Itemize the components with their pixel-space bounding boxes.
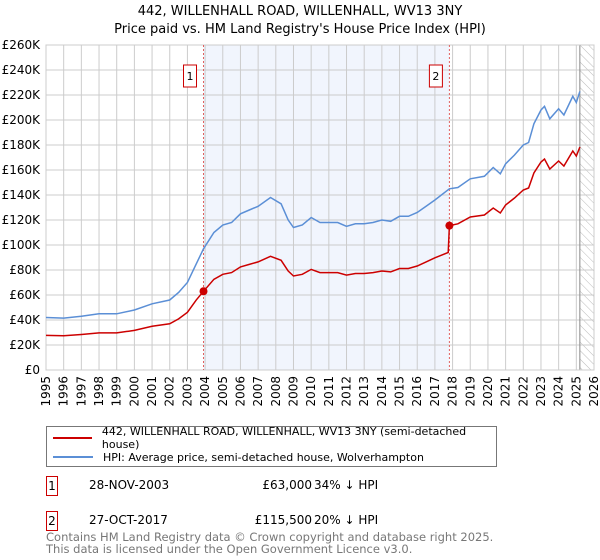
hpi-line [45,91,581,319]
x-tick-label: 1998 [92,376,106,407]
y-tick-label: £20K [9,338,41,352]
sale-point [445,221,454,230]
y-tick-label: £100K [2,238,42,252]
transaction-price: £115,500 [254,513,312,527]
y-tick-label: £240K [2,63,42,77]
transaction-date: 28-NOV-2003 [89,478,170,492]
transaction-badge: 1 [46,476,58,496]
y-tick-label: £220K [2,88,42,102]
x-tick-label: 1996 [57,376,71,407]
y-tick-label: £60K [9,288,41,302]
x-tick-label: 2021 [499,376,513,407]
transaction-date: 27-OCT-2017 [89,513,168,527]
x-tick-label: 2011 [322,376,336,407]
x-tick-label: 2022 [516,376,530,407]
y-tick-label: £180K [2,138,42,152]
chart-subtitle: Price paid vs. HM Land Registry's House … [114,22,486,37]
plot-frame [45,44,595,371]
shaded-ownership-region [203,45,450,370]
y-tick-label: £140K [2,188,42,202]
legend-property: 442, WILLENHALL ROAD, WILLENHALL, WV13 3… [101,425,467,451]
x-tick-label: 2007 [251,376,265,407]
y-tick-label: £0 [25,363,40,377]
property-price-line [45,146,581,337]
y-tick-label: £40K [9,313,41,327]
x-tick-label: 2009 [286,376,300,407]
hatched-forecast-region [579,45,594,370]
transaction-hpi: 34% ↓ HPI [314,478,379,492]
x-tick-label: 2008 [269,376,283,407]
x-tick-label: 2006 [233,376,247,407]
footer-copyright: Contains HM Land Registry data © Crown c… [46,530,494,544]
x-tick-label: 2014 [375,376,389,407]
x-tick-label: 2004 [198,376,212,407]
price-chart: £0 £20K £40K £60K £80K £100K £120K £140K £160K £1… [2,38,600,407]
x-tick-label: 2024 [552,376,566,407]
x-tick-label: 2023 [534,376,548,407]
y-tick-label: £200K [2,113,42,127]
x-tick-label: 2025 [569,376,583,407]
legend-red-line [53,437,92,439]
y-tick-label: £80K [9,263,41,277]
chart-title: 442, WILLENHALL ROAD, WILLENHALL, WV13 3… [137,4,463,19]
x-tick-label: 1995 [39,376,53,407]
x-tick-label: 1999 [110,376,124,407]
sale-badge [428,64,443,88]
x-tick-label: 2026 [587,376,600,407]
x-tick-label: 2019 [463,376,477,407]
footer-licence: This data is licensed under the Open Gov… [46,542,413,556]
x-tick-label: 1997 [74,376,88,407]
x-tick-label: 2016 [410,376,424,407]
x-tick-label: 2017 [428,376,442,407]
transaction-badge: 2 [46,511,58,531]
x-tick-label: 2020 [481,376,495,407]
x-tick-label: 2000 [127,376,141,407]
x-tick-label: 2012 [340,376,354,407]
x-tick-label: 2010 [304,376,318,407]
sale-point [199,287,208,296]
x-tick-label: 2018 [446,376,460,407]
legend-blue-line [53,456,93,458]
x-tick-label: 2005 [216,376,230,407]
sale-badge-label: 2 [432,70,439,83]
x-tick-label: 2002 [163,376,177,407]
transaction-hpi: 20% ↓ HPI [314,513,379,527]
footer: Contains HM Land Registry data © Crown c… [46,531,493,555]
legend-hpi: HPI: Average price, semi-detached house,… [103,450,424,464]
y-tick-label: £260K [2,38,42,52]
sale-badge [183,64,198,88]
transaction-price: £63,000 [262,478,312,492]
y-tick-label: £160K [2,163,42,177]
sale-badge-label: 1 [187,70,194,83]
x-tick-label: 2015 [393,376,407,407]
legend: 442, WILLENHALL ROAD, WILLENHALL, WV13 3… [46,425,497,467]
x-tick-label: 2003 [180,376,194,407]
x-tick-label: 2013 [357,376,371,407]
x-tick-label: 2001 [145,376,159,407]
y-tick-label: £120K [2,213,42,227]
